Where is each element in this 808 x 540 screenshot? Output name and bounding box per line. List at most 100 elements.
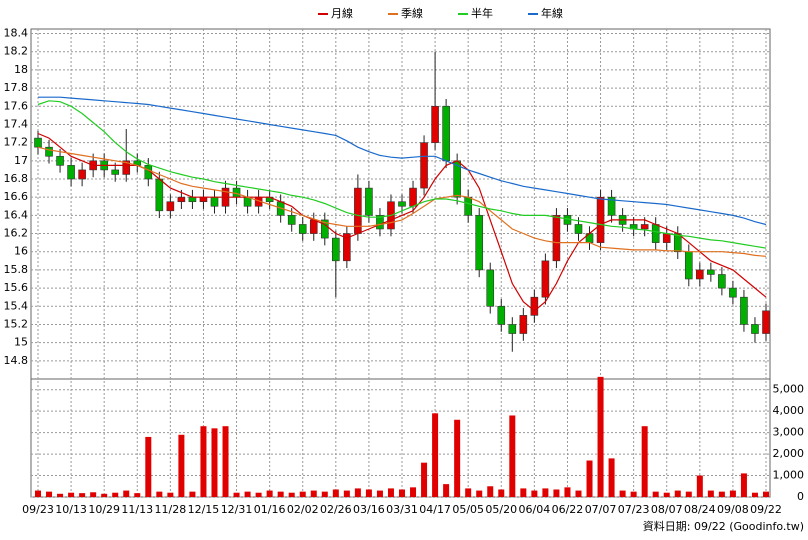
volume-bar: [68, 492, 75, 497]
y-tick-label: 15.2: [4, 317, 29, 330]
volume-bar: [233, 492, 240, 497]
volume-bar: [222, 426, 229, 497]
volume-bar: [112, 492, 119, 497]
y-tick-label: 16.2: [4, 227, 29, 240]
volume-bar: [685, 491, 692, 497]
volume-bar: [553, 489, 560, 497]
candle-body: [34, 137, 42, 148]
volume-bar: [564, 487, 571, 497]
candle-body: [287, 215, 296, 225]
y-tick-label: 5,000: [773, 383, 805, 396]
y-tick-label: 17: [14, 154, 28, 167]
candle-body: [464, 196, 472, 216]
x-tick-label: 02/02: [287, 503, 319, 516]
x-tick-label: 10/13: [55, 503, 87, 516]
volume-bar: [266, 490, 273, 497]
y-tick-label: 16.6: [4, 190, 29, 203]
x-tick-label: 09/23: [22, 503, 54, 516]
y-tick-label: 15.6: [4, 281, 29, 294]
candle-body: [762, 310, 770, 334]
volume-bar: [189, 491, 196, 497]
volume-bar: [608, 458, 615, 497]
volume-bar: [410, 487, 417, 497]
volume-bar: [299, 491, 306, 497]
x-tick-label: 07/23: [618, 503, 650, 516]
x-tick-label: 03/16: [353, 503, 385, 516]
volume-bar: [200, 426, 207, 497]
y-tick-label: 1,000: [773, 469, 805, 482]
volume-bar: [365, 489, 372, 497]
volume-bar: [387, 488, 394, 497]
x-tick-label: 05/20: [485, 503, 517, 516]
legend-label: 年線: [541, 6, 563, 20]
volume-bar: [167, 492, 174, 497]
volume-bar: [729, 490, 736, 497]
volume-bar: [763, 491, 769, 497]
x-tick-label: 09/22: [750, 503, 782, 516]
x-tick-label: 11/13: [121, 503, 153, 516]
legend-label: 半年: [471, 6, 493, 20]
candle-body: [420, 142, 428, 189]
volume-bar: [354, 488, 361, 497]
volume-bar: [740, 473, 747, 497]
volume-bar: [376, 490, 383, 497]
volume-bar: [454, 419, 461, 497]
legend-label: 月線: [331, 6, 353, 20]
volume-bar: [277, 491, 284, 497]
candle-body: [376, 215, 384, 230]
volume-bar: [520, 488, 527, 497]
x-tick-label: 06/22: [552, 503, 584, 516]
volume-bar: [90, 492, 97, 497]
volume-bar: [476, 490, 483, 497]
candle-body: [45, 146, 53, 157]
candle-body: [166, 201, 175, 212]
x-tick-label: 09/08: [717, 503, 749, 516]
volume-bar: [123, 490, 130, 497]
candle-body: [365, 187, 373, 216]
y-tick-label: 18.4: [4, 27, 29, 40]
candle-body: [177, 196, 186, 203]
candle-body: [541, 260, 550, 298]
volume-bar: [244, 491, 251, 497]
volume-bar: [575, 490, 582, 497]
moving-average-line: [37, 146, 767, 257]
y-tick-label: 16.4: [4, 208, 29, 221]
candle-body: [574, 224, 583, 234]
volume-bar: [696, 475, 703, 497]
candle-body: [486, 269, 495, 307]
candle-body: [475, 215, 484, 271]
candle-body: [684, 251, 693, 280]
volume-bar: [288, 492, 295, 497]
x-tick-label: 07/07: [585, 503, 617, 516]
moving-average-line: [37, 132, 767, 312]
volume-bar: [586, 460, 593, 497]
volume-bar: [310, 490, 317, 497]
candle-body: [607, 196, 616, 216]
candle-body: [56, 155, 64, 166]
candle-body: [298, 224, 307, 234]
candle-body: [409, 187, 417, 207]
volume-bar: [211, 428, 218, 497]
y-tick-label: 16: [14, 245, 28, 258]
x-tick-label: 10/29: [88, 503, 120, 516]
x-tick-label: 06/04: [519, 503, 551, 516]
volume-bar: [332, 489, 339, 497]
volume-bar: [156, 491, 163, 497]
candle-body: [442, 105, 450, 162]
candle-body: [673, 233, 682, 253]
x-tick-label: 01/16: [254, 503, 286, 516]
candle-body: [696, 269, 704, 280]
candle-body: [519, 315, 528, 334]
volume-bar: [674, 490, 681, 497]
candle-body: [155, 178, 164, 212]
y-tick-label: 3,000: [773, 426, 805, 439]
volume-bar: [652, 491, 659, 497]
candle-body: [210, 196, 219, 207]
legend-label: 季線: [401, 6, 423, 20]
y-tick-label: 4,000: [773, 404, 805, 417]
volume-bar: [57, 493, 64, 497]
volume-bar: [597, 376, 604, 497]
volume-bar: [619, 490, 626, 497]
y-tick-label: 17.8: [4, 81, 29, 94]
x-tick-label: 08/24: [684, 503, 716, 516]
